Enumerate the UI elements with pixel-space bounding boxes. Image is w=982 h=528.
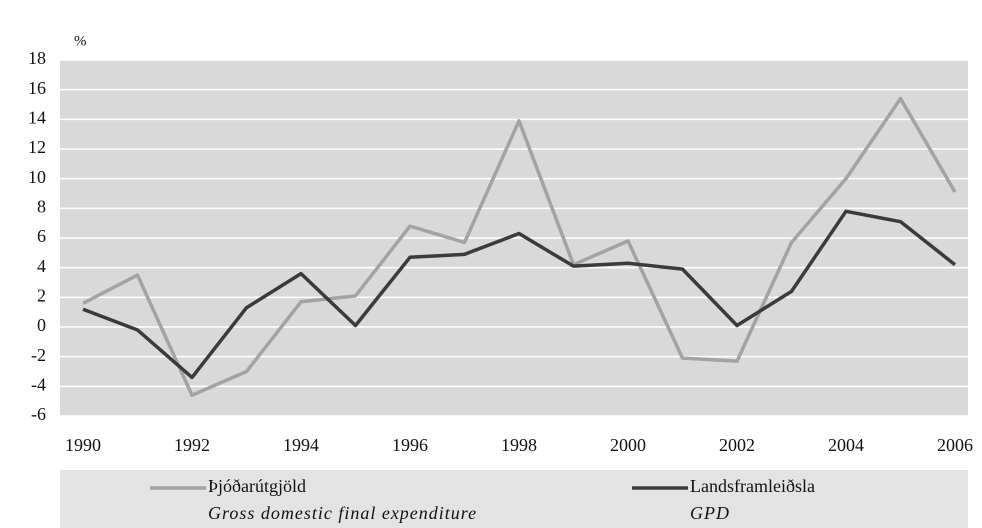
series-line <box>82 96 957 397</box>
y-unit-label: % <box>74 33 87 49</box>
y-tick-label: 8 <box>37 196 46 216</box>
x-tick-label: 1996 <box>392 435 428 455</box>
legend-area <box>60 470 968 528</box>
y-tick-label: -2 <box>31 345 46 365</box>
y-tick-label: 0 <box>37 315 46 335</box>
legend-label: Þjóðarútgjöld <box>208 476 306 496</box>
y-tick-label: 4 <box>37 256 46 276</box>
x-tick-label: 2000 <box>610 435 646 455</box>
x-tick-label: 1994 <box>283 435 319 455</box>
y-tick-label: 6 <box>37 226 46 246</box>
y-tick-label: 2 <box>37 285 46 305</box>
legend-label-en: GPD <box>690 503 730 523</box>
y-tick-label: 10 <box>28 167 46 187</box>
x-tick-label: 2006 <box>937 435 973 455</box>
x-tick-label: 1990 <box>65 435 101 455</box>
x-tick-label: 2004 <box>828 435 864 455</box>
y-tick-label: -6 <box>31 404 46 424</box>
x-tick-label: 1998 <box>501 435 537 455</box>
y-tick-label: 12 <box>28 137 46 157</box>
x-tick-label: 1992 <box>174 435 210 455</box>
y-tick-label: 16 <box>28 78 46 98</box>
legend-label-en: Gross domestic final expenditure <box>208 503 477 523</box>
series-line <box>82 209 957 380</box>
y-tick-label: 14 <box>28 107 46 127</box>
y-tick-label: 18 <box>28 48 46 68</box>
legend-label: Landsframleiðsla <box>690 476 815 496</box>
y-tick-label: -4 <box>31 374 46 394</box>
x-tick-label: 2002 <box>719 435 755 455</box>
